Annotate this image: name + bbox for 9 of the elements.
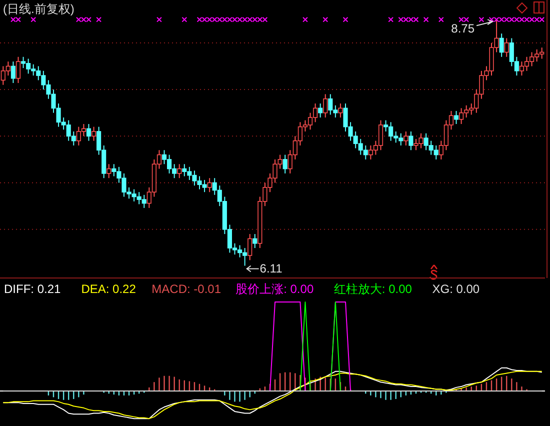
text: DIFF: 0.21 xyxy=(4,282,62,296)
text: DEA: 0.22 xyxy=(81,282,136,296)
series-label: 股价上涨: 0.00 xyxy=(236,282,314,296)
chart-title: (日线.前复权) xyxy=(3,2,74,16)
text: MACD: -0.01 xyxy=(152,282,222,296)
annotation: 6.11 xyxy=(260,262,283,276)
annotation: 8.75 xyxy=(451,22,475,36)
text: XG: 0.00 xyxy=(432,282,480,296)
series-label: 红柱放大: 0.00 xyxy=(334,282,412,296)
